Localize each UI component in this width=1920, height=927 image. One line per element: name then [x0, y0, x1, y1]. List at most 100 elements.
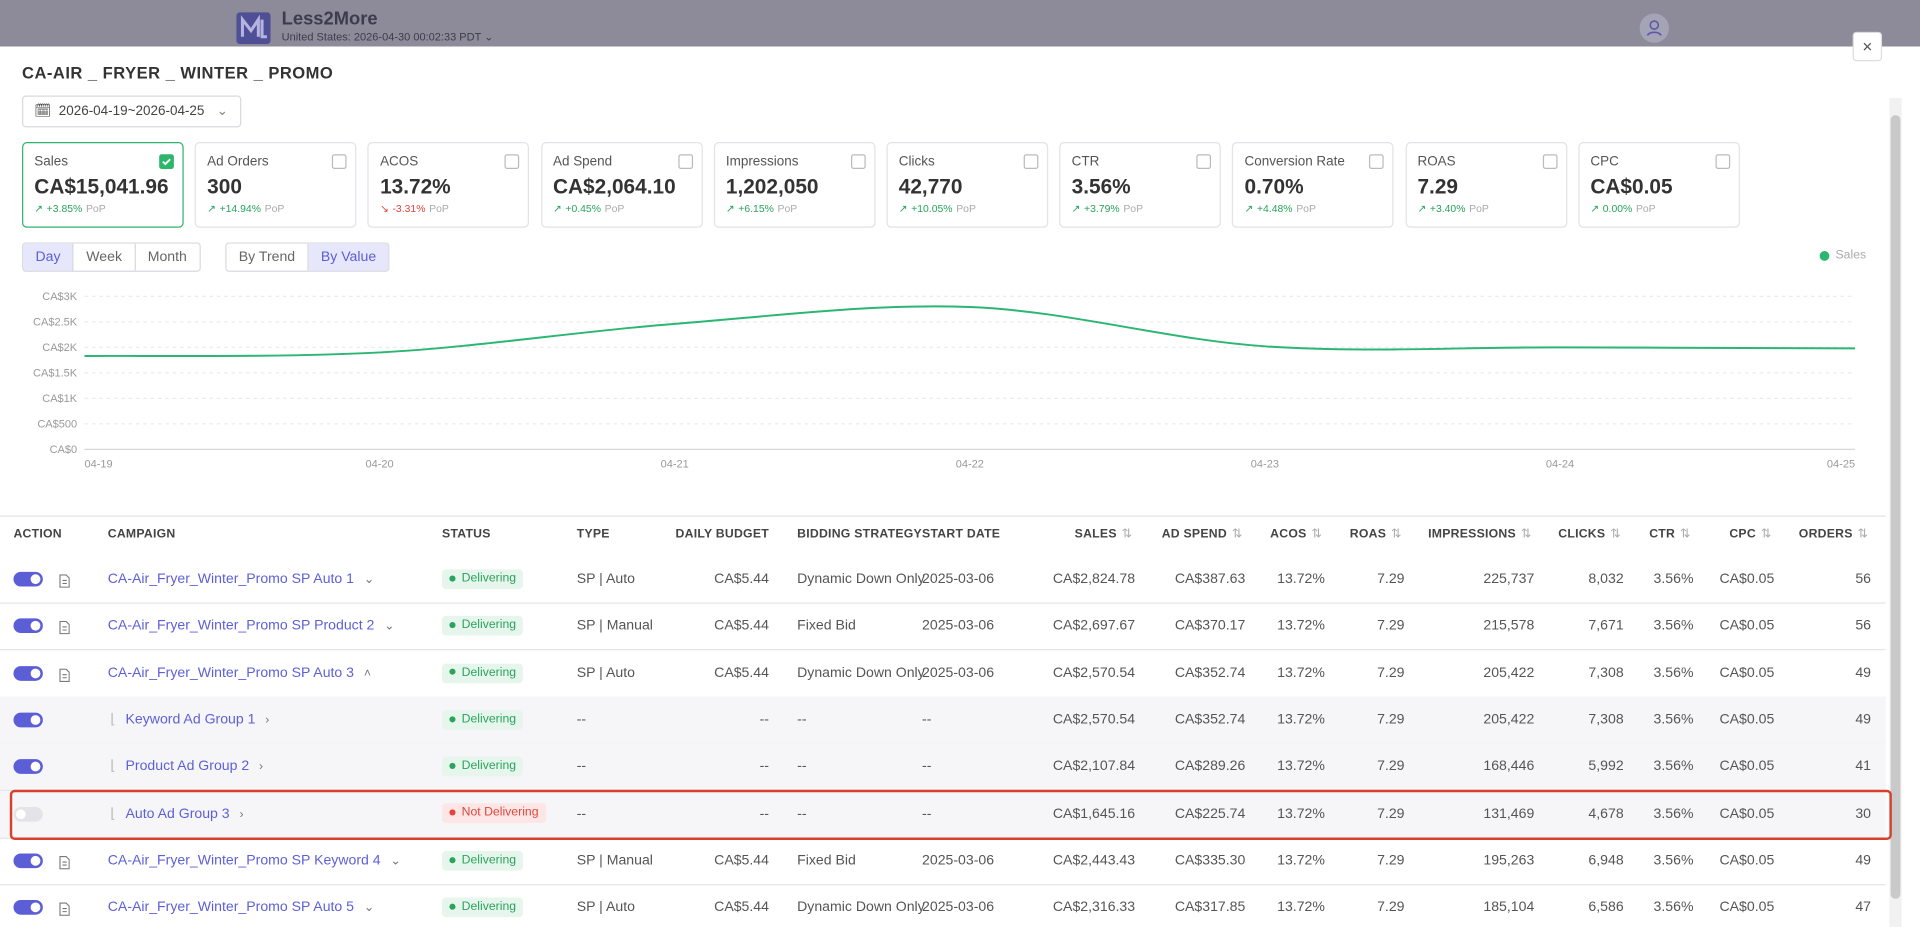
status-cell: Delivering: [442, 603, 524, 650]
metric-card[interactable]: Ad Orders 300 ↗ +14.94% PoP: [194, 142, 357, 228]
metric-checkbox[interactable]: [1715, 154, 1730, 169]
metric-card[interactable]: Conversion Rate 0.70% ↗ +4.48% PoP: [1232, 142, 1394, 228]
metric-card[interactable]: Clicks 42,770 ↗ +10.05% PoP: [886, 142, 1049, 228]
date-picker[interactable]: 🗓 2026-04-19~2026-04-25 ⌄: [22, 95, 242, 128]
metric-card[interactable]: Sales CA$15,041.96 ↗ +3.85% PoP: [22, 142, 184, 228]
sort-icon[interactable]: ⇅: [1231, 527, 1243, 542]
campaign-link[interactable]: CA-Air_Fryer_Winter_Promo SP Product 2: [107, 618, 375, 634]
scrollbar[interactable]: [1889, 97, 1902, 927]
table-row: ⌊ Product Ad Group 2 › Delivering -- -- -- -- CA…: [0, 743, 1886, 792]
sort-icon[interactable]: ⇅: [1121, 527, 1132, 542]
metric-checkbox[interactable]: [1196, 154, 1212, 169]
table-cell: --: [759, 712, 769, 728]
logo[interactable]: [236, 12, 271, 45]
status-toggle[interactable]: [13, 759, 43, 775]
expand-icon[interactable]: ⌄: [363, 573, 375, 587]
metric-card[interactable]: CPC CA$0.05 ↗ 0.00% PoP: [1578, 142, 1740, 228]
granularity-option[interactable]: Month: [147, 249, 187, 265]
region[interactable]: United States: 2026-04-30 00:02:33 PDT ⌄: [281, 30, 494, 43]
legend-label[interactable]: Sales: [1835, 248, 1867, 263]
campaign-link[interactable]: CA-Air_Fryer_Winter_Promo SP Keyword 4: [107, 853, 381, 868]
column-header[interactable]: CPC: [1729, 527, 1756, 542]
status-toggle[interactable]: [13, 712, 43, 728]
table-cell: CA$2,824.78: [1052, 571, 1136, 587]
metric-checkbox[interactable]: [1369, 154, 1385, 169]
table-cell: --: [797, 712, 807, 728]
sort-icon[interactable]: ⇅: [1520, 527, 1532, 542]
sort-icon[interactable]: ⇅: [1857, 527, 1868, 542]
metric-card[interactable]: ROAS 7.29 ↗ +3.40% PoP: [1405, 142, 1567, 228]
metric-card[interactable]: CTR 3.56% ↗ +3.79% PoP: [1059, 142, 1222, 228]
status-toggle[interactable]: [13, 618, 43, 634]
status-toggle[interactable]: [13, 806, 43, 822]
metric-label: Ad Orders: [207, 154, 269, 169]
status-badge: Delivering: [442, 850, 524, 871]
sort-icon[interactable]: ⇅: [1391, 527, 1402, 542]
metric-checkbox[interactable]: [1023, 154, 1039, 169]
column-header[interactable]: AD SPEND: [1161, 527, 1227, 542]
expand-icon[interactable]: ⌄: [384, 619, 395, 634]
metric-change: ↗ 0.00% PoP: [1590, 202, 1655, 215]
campaign-link[interactable]: CA-Air_Fryer_Winter_Promo SP Auto 1: [107, 571, 355, 587]
expand-icon[interactable]: ›: [258, 760, 264, 775]
column-header[interactable]: CTR: [1649, 527, 1676, 542]
status-dot: [449, 622, 456, 629]
status-text: Delivering: [461, 759, 517, 773]
table-cell: CA$2,107.84: [1052, 759, 1136, 775]
metric-card[interactable]: Impressions 1,202,050 ↗ +6.15% PoP: [713, 142, 876, 228]
expand-icon[interactable]: ⌄: [363, 901, 375, 915]
status-badge: Not Delivering: [442, 803, 546, 824]
expand-icon[interactable]: ⌄: [390, 854, 401, 868]
doc-icon[interactable]: [59, 853, 70, 875]
doc-icon[interactable]: [59, 900, 70, 922]
app-name: Less2More: [281, 8, 378, 30]
trend-icon: ↗: [552, 202, 562, 215]
metric-checkbox[interactable]: [332, 154, 347, 169]
granularity-option[interactable]: Week: [74, 243, 136, 271]
metric-checkbox[interactable]: [159, 154, 174, 169]
status-cell: Delivering: [442, 650, 524, 697]
metric-card[interactable]: ACOS 13.72% ↘ -3.31% PoP: [367, 142, 530, 228]
granularity-option[interactable]: Day: [23, 243, 75, 271]
table-row: CA-Air_Fryer_Winter_Promo SP Auto 5 ⌄ Deli…: [0, 884, 1886, 927]
metric-card[interactable]: Ad Spend CA$2,064.10 ↗ +0.45% PoP: [540, 142, 703, 228]
mode-option[interactable]: By Value: [308, 243, 389, 271]
status-toggle[interactable]: [13, 665, 43, 681]
column-header[interactable]: SALES: [1074, 527, 1117, 542]
doc-icon[interactable]: [59, 619, 70, 641]
avatar[interactable]: [1639, 13, 1669, 43]
ad-group-link[interactable]: Product Ad Group 2: [125, 759, 250, 775]
column-header[interactable]: IMPRESSIONS: [1428, 527, 1516, 542]
ad-group-link[interactable]: Keyword Ad Group 1: [125, 712, 256, 728]
sort-icon[interactable]: ⇅: [1610, 527, 1621, 542]
table-cell: --: [797, 806, 807, 822]
status-toggle[interactable]: [13, 900, 43, 915]
status-toggle[interactable]: [13, 571, 43, 587]
campaign-link[interactable]: CA-Air_Fryer_Winter_Promo SP Auto 3: [107, 665, 355, 681]
mode-option[interactable]: By Trend: [227, 243, 309, 271]
metric-checkbox[interactable]: [850, 154, 866, 169]
sort-icon[interactable]: ⇅: [1680, 527, 1691, 542]
table-cell: --: [576, 806, 587, 822]
metric-checkbox[interactable]: [1542, 154, 1558, 169]
column-header[interactable]: ROAS: [1349, 527, 1387, 542]
expand-icon[interactable]: ›: [265, 713, 270, 728]
doc-icon[interactable]: [59, 666, 70, 688]
ad-group-link[interactable]: Auto Ad Group 3: [125, 806, 230, 822]
sort-icon[interactable]: ⇅: [1760, 527, 1772, 542]
sort-icon[interactable]: ⇅: [1311, 527, 1322, 542]
status-toggle[interactable]: [13, 853, 43, 868]
expand-icon[interactable]: ›: [239, 807, 244, 822]
metric-checkbox[interactable]: [504, 154, 520, 169]
column-header[interactable]: CLICKS: [1558, 527, 1606, 542]
doc-icon[interactable]: [59, 572, 70, 594]
column-header[interactable]: ACOS: [1270, 527, 1307, 542]
table-cell: 41: [1855, 759, 1872, 775]
campaign-link[interactable]: CA-Air_Fryer_Winter_Promo SP Auto 5: [107, 900, 355, 915]
table-cell: 13.72%: [1277, 853, 1325, 868]
column-header[interactable]: ORDERS: [1798, 527, 1853, 542]
table-cell: 3.56%: [1653, 900, 1694, 915]
close-button[interactable]: ×: [1852, 31, 1883, 62]
metric-checkbox[interactable]: [677, 154, 693, 169]
expand-icon[interactable]: ˄: [363, 666, 371, 681]
